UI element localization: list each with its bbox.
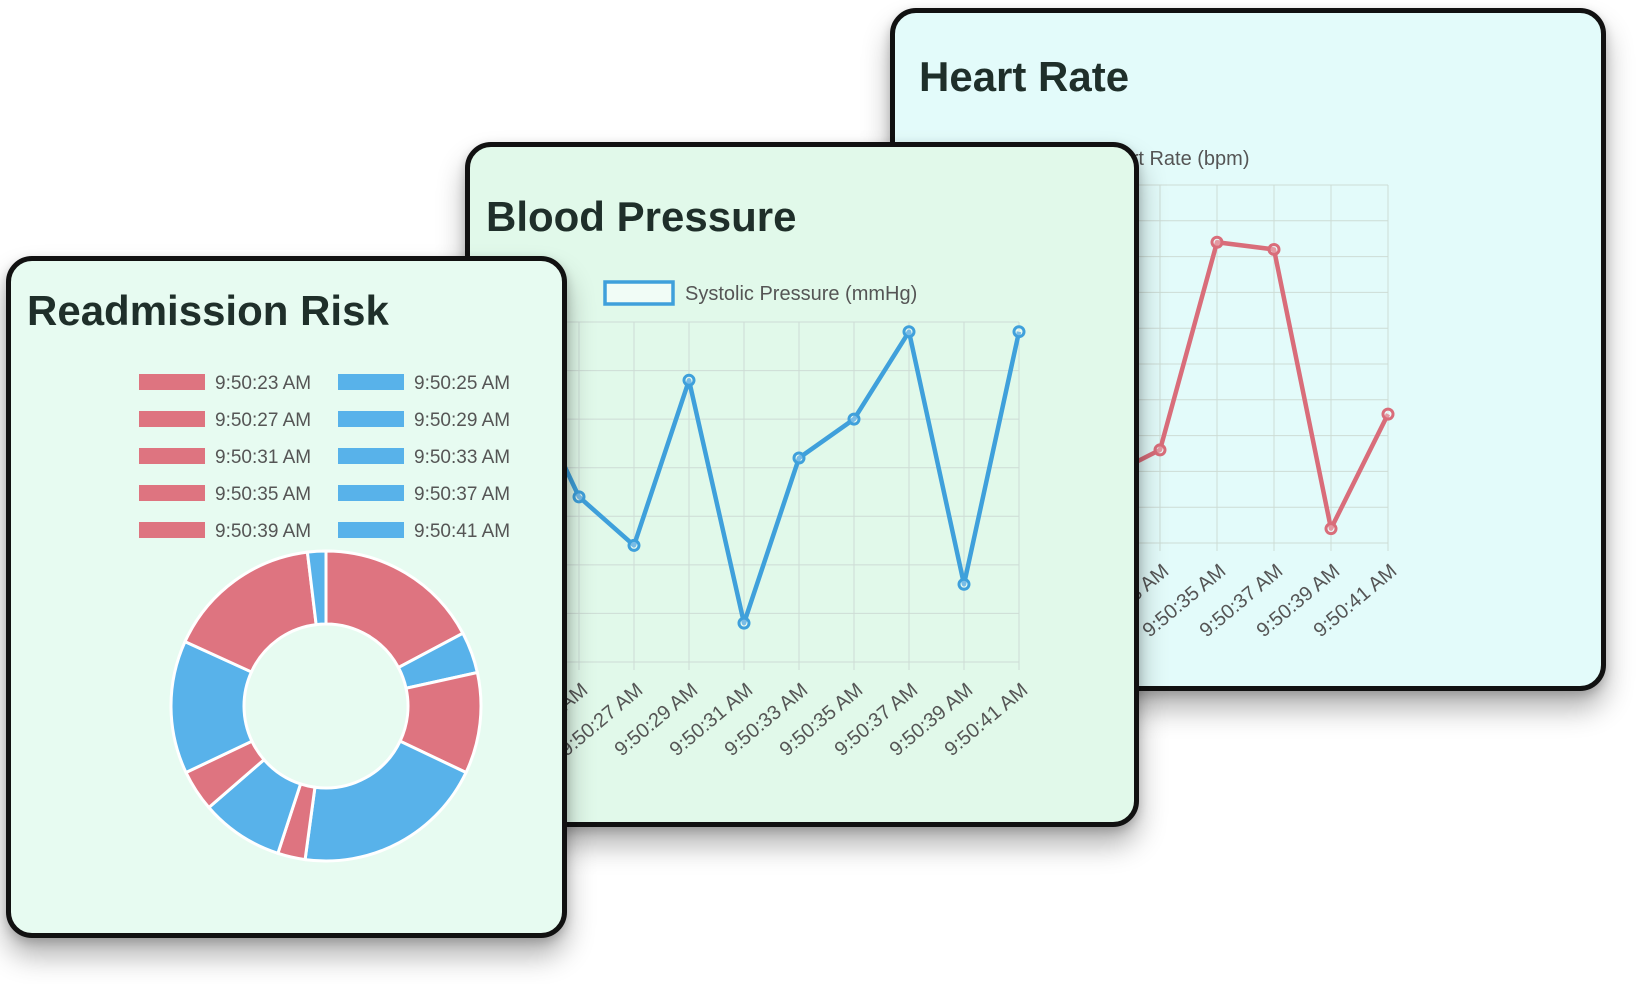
data-point: [684, 375, 694, 385]
legend-label: 9:50:31 AM: [215, 447, 311, 468]
legend-swatch: [338, 522, 404, 538]
data-point: [739, 618, 749, 628]
readmission-risk-chart: 9:50:23 AM 9:50:25 AM 9:50:27 AM 9:50:29 AM…: [11, 261, 562, 933]
data-point: [1326, 524, 1336, 534]
series-line: [524, 332, 1019, 623]
legend-label: 9:50:29 AM: [414, 410, 510, 431]
data-point: [1155, 445, 1165, 455]
blood-pressure-chart: Systolic Pressure (mmHg)9:50:23 AM9:50:2…: [470, 147, 1134, 822]
legend-swatch: [338, 374, 404, 390]
legend: 9:50:23 AM 9:50:25 AM 9:50:27 AM 9:50:29 AM…: [139, 373, 510, 542]
legend-label: 9:50:35 AM: [215, 484, 311, 505]
legend-label: 9:50:27 AM: [215, 410, 311, 431]
data-point: [794, 453, 804, 463]
data-point: [904, 327, 914, 337]
legend-swatch: [338, 411, 404, 427]
legend-swatch: [139, 522, 205, 538]
data-point: [959, 579, 969, 589]
data-point: [629, 540, 639, 550]
legend-label: 9:50:33 AM: [414, 447, 510, 468]
data-point: [1269, 244, 1279, 254]
legend-swatch: [139, 411, 205, 427]
legend-label: Systolic Pressure (mmHg): [685, 283, 917, 305]
legend-swatch: [139, 485, 205, 501]
readmission-risk-card: Readmission Risk 9:50:23 AM 9:50:25 AM 9:5…: [6, 256, 567, 938]
legend-label: 9:50:37 AM: [414, 484, 510, 505]
legend-label: 9:50:23 AM: [215, 373, 311, 394]
data-point: [574, 492, 584, 502]
data-point: [1383, 409, 1393, 419]
legend: Systolic Pressure (mmHg): [605, 282, 917, 305]
legend-label: 9:50:39 AM: [215, 521, 311, 542]
data-point: [849, 414, 859, 424]
legend-swatch: [338, 485, 404, 501]
legend-label: 9:50:41 AM: [414, 521, 510, 542]
legend-swatch: [139, 448, 205, 464]
legend-label: 9:50:25 AM: [414, 373, 510, 394]
legend-swatch: [338, 448, 404, 464]
data-point: [1014, 327, 1024, 337]
data-point: [1212, 237, 1222, 247]
legend-swatch: [139, 374, 205, 390]
legend-swatch: [605, 282, 673, 304]
